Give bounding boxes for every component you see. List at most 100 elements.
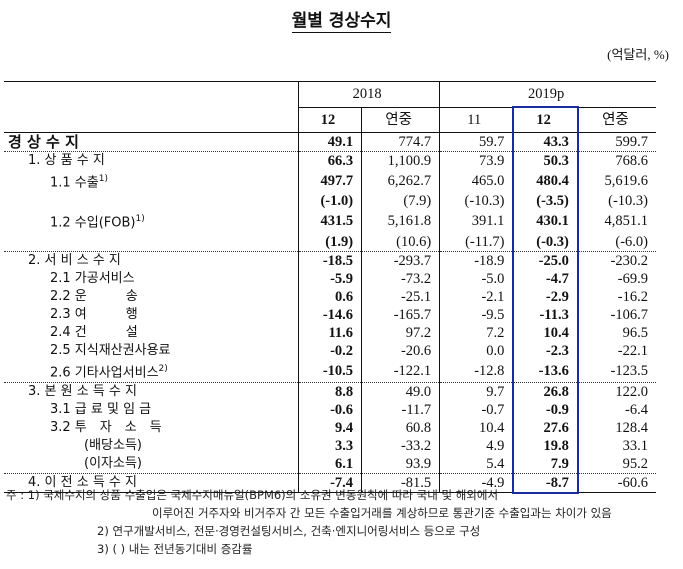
table-row: (-1.0) (7.9) (-10.3) (-3.5) (-10.3): [4, 192, 656, 211]
cell-value: -11.3: [512, 305, 579, 324]
table-row: 2.1 가공서비스 -5.9 -73.2 -5.0 -4.7 -69.9: [4, 269, 656, 288]
cell-value: 27.6: [512, 418, 579, 437]
cell-value: 49.1: [297, 132, 362, 152]
cell-value: -10.5: [297, 359, 362, 383]
cell-value: -11.7: [361, 400, 440, 419]
cell-value: -73.2: [361, 269, 440, 288]
cell-value: 10.4: [439, 418, 514, 437]
cell-value: 49.0: [361, 382, 440, 401]
row-label: [4, 232, 299, 252]
row-label: 3. 본 원 소 득 수 지: [28, 383, 137, 399]
cell-value: (-6.0): [577, 232, 656, 252]
row-label: 1. 상 품 수 지: [28, 153, 105, 168]
table-row: 4. 이 전 소 득 수 지 -7.4 -81.5 -4.9 -8.7 -60.6: [4, 473, 656, 494]
cell-value: 768.6: [577, 151, 656, 170]
table-row: 2.5 지식재산권사용료 -0.2 -20.6 0.0 -2.3 -22.1: [4, 341, 656, 360]
cell-value: (-11.7): [439, 232, 514, 252]
cell-value: (-0.3): [512, 232, 579, 252]
cell-value: 430.1: [512, 210, 579, 233]
cell-value: -0.7: [439, 400, 514, 419]
cell-value: -9.5: [439, 305, 514, 324]
cell-value: -4.7: [512, 269, 579, 288]
cell-value: 0.6: [297, 287, 362, 306]
cell-value: -69.9: [577, 269, 656, 288]
row-label: 2.4 건 설: [50, 324, 138, 340]
table-row: 2. 서 비 스 수 지 -18.5 -293.7 -18.9 -25.0 -230.2: [4, 251, 656, 270]
row-label: 3.2 투 자 소 득: [50, 419, 162, 435]
table-row: 2.2 운 송 0.6 -25.1 -2.1 -2.9 -16.2: [4, 287, 656, 306]
cell-value: 95.2: [577, 454, 656, 474]
cell-value: 97.2: [361, 323, 440, 342]
cell-value: 599.7: [577, 132, 656, 152]
row-label: [4, 192, 299, 210]
cell-value: -165.7: [361, 305, 440, 324]
year-header: 2019p: [439, 81, 656, 108]
cell-value: -293.7: [361, 251, 440, 270]
table-row: (배당소득) 3.3 -33.2 4.9 19.8 33.1: [4, 436, 656, 455]
cell-value: -122.1: [361, 359, 440, 383]
cell-value: -123.5: [577, 359, 656, 383]
cell-value: 7.2: [439, 323, 514, 342]
current-account-table: 2018 2019p 12 연중 11 12 연중 경 상 수 지 49.1 774.7 59…: [4, 81, 656, 494]
cell-value: -6.4: [577, 400, 656, 419]
cell-value: 6,262.7: [361, 170, 440, 193]
table-row: 2.6 기타사업서비스2) -10.5 -122.1 -12.8 -13.6 -123.5: [4, 359, 656, 383]
table-row: (1.9) (10.6) (-11.7) (-0.3) (-6.0): [4, 232, 656, 252]
row-label: 1.2 수입(FOB)1): [50, 214, 145, 231]
row-label: 4. 이 전 소 득 수 지: [4, 473, 299, 494]
cell-value: -0.2: [297, 341, 362, 360]
year-header: 2018: [297, 81, 440, 108]
cell-value: (7.9): [361, 192, 440, 211]
cell-value: 8.8: [297, 382, 362, 401]
table-row: 2.4 건 설 11.6 97.2 7.2 10.4 96.5: [4, 323, 656, 342]
cell-value: 391.1: [439, 210, 514, 233]
cell-value: 480.4: [512, 170, 579, 193]
table-row: (이자소득) 6.1 93.9 5.4 7.9 95.2: [4, 454, 656, 474]
cell-value: -12.8: [439, 359, 514, 383]
row-label: 1.1 수출1): [50, 174, 108, 191]
cell-value: (-1.0): [297, 192, 362, 211]
cell-value: (-3.5): [512, 192, 579, 211]
cell-value: -8.7: [512, 473, 579, 494]
cell-value: -18.9: [439, 251, 514, 270]
cell-value: 33.1: [577, 436, 656, 455]
cell-value: 66.3: [297, 151, 362, 170]
row-label: 경 상 수 지: [4, 132, 299, 152]
cell-value: 7.9: [512, 454, 579, 474]
cell-value: -16.2: [577, 287, 656, 306]
cell-value: 93.9: [361, 454, 440, 474]
cell-value: 96.5: [577, 323, 656, 342]
cell-value: 5,619.6: [577, 170, 656, 193]
cell-value: -2.3: [512, 341, 579, 360]
row-label: (배당소득): [84, 437, 142, 453]
cell-value: 0.0: [439, 341, 514, 360]
row-label: 3.1 급 료 및 임 금: [50, 401, 152, 417]
cell-value: 497.7: [297, 170, 362, 193]
cell-value: 9.4: [297, 418, 362, 437]
cell-value: 5,161.8: [361, 210, 440, 233]
page-title: 월별 경상수지: [291, 11, 392, 33]
table-row: 1. 상 품 수 지 66.3 1,100.9 73.9 50.3 768.6: [4, 151, 656, 170]
cell-value: 19.8: [512, 436, 579, 455]
cell-value: -81.5: [361, 473, 440, 494]
cell-value: 26.8: [512, 382, 579, 401]
table-row: 1.1 수출1) 497.7 6,262.7 465.0 480.4 5,619.6: [4, 170, 656, 193]
cell-value: -0.6: [297, 400, 362, 419]
cell-value: -5.9: [297, 269, 362, 288]
column-header: 연중: [577, 107, 656, 133]
cell-value: 5.4: [439, 454, 514, 474]
note: 2) 연구개발서비스, 전문·경영컨설팅서비스, 건축·엔지니어링서비스 등으로…: [97, 524, 481, 538]
row-label: 2. 서 비 스 수 지: [28, 252, 121, 268]
cell-value: -7.4: [297, 473, 362, 494]
column-header: 11: [439, 107, 514, 133]
note: 이루어진 거주자와 비거주자 간 모든 수출입거래를 계상하므로 통관기준 수출…: [152, 506, 612, 520]
cell-value: (-10.3): [439, 192, 514, 211]
cell-value: 9.7: [439, 382, 514, 401]
cell-value: -230.2: [577, 251, 656, 270]
cell-value: 128.4: [577, 418, 656, 437]
cell-value: 60.8: [361, 418, 440, 437]
cell-value: 11.6: [297, 323, 362, 342]
footnotes: 주 : 1) 국제수지의 상품 수출입은 국제수지매뉴얼(BPM6)의 소유권 …: [6, 486, 612, 558]
cell-value: -2.1: [439, 287, 514, 306]
cell-value: 50.3: [512, 151, 579, 170]
